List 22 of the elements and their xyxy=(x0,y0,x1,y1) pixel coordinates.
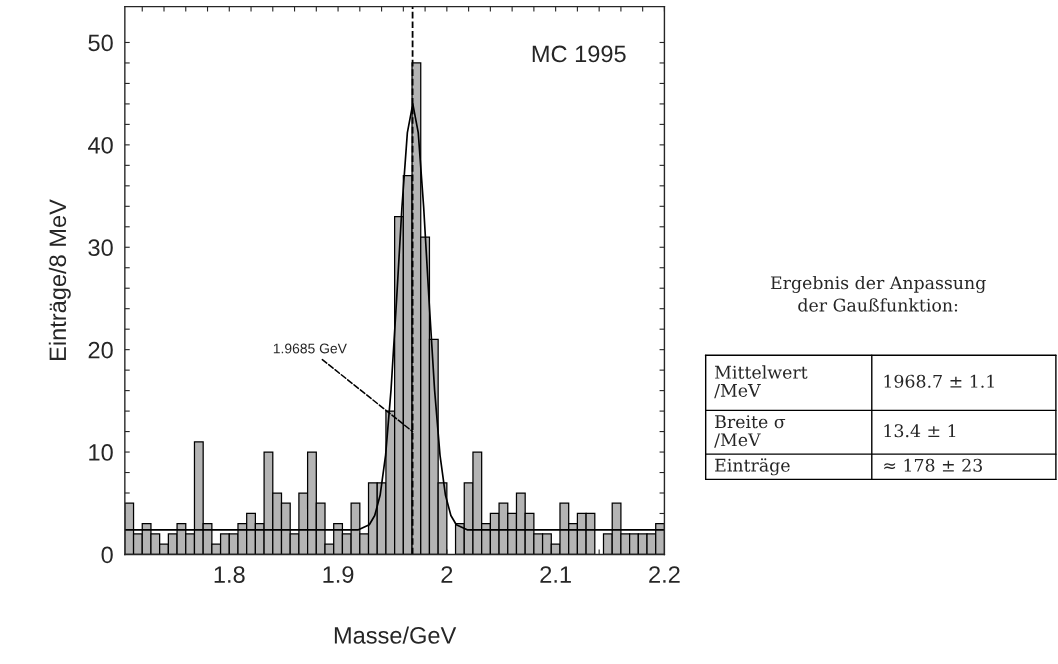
x-tick-label: 1.9 xyxy=(323,566,354,583)
x-tick-label: 2.1 xyxy=(540,566,571,583)
text: MC 1995 xyxy=(532,45,626,63)
text: 1968.7 ± 1.1 xyxy=(884,374,994,388)
y-tick-label: 10 xyxy=(89,444,113,461)
y-tick-label: 40 xyxy=(88,136,113,154)
x-tick-label: 1.8 xyxy=(214,566,245,583)
text: Mittelwert /MeV xyxy=(714,365,808,399)
y-tick-label: 30 xyxy=(88,239,113,257)
x-tick-label: 2.2 xyxy=(649,566,680,583)
annotation: 1.9685 GeV xyxy=(273,343,347,354)
text: Breite σ /MeV xyxy=(714,415,786,448)
x-tick-label: 2 xyxy=(441,566,453,583)
text: ≈ 178 ± 23 xyxy=(884,458,982,472)
x-axis-title: Masse/GeV xyxy=(334,626,457,644)
y-tick-label: 20 xyxy=(88,341,113,359)
text: 13.4 ± 1 xyxy=(884,424,956,438)
text: Ergebnis der Anpassung der Gaußfunktion: xyxy=(770,275,986,312)
y-tick-label: 0 xyxy=(101,546,113,564)
text: Einträge xyxy=(715,458,790,476)
y-tick-label: 50 xyxy=(88,34,113,52)
y-axis-title: Einträge/8 MeV xyxy=(48,199,71,360)
